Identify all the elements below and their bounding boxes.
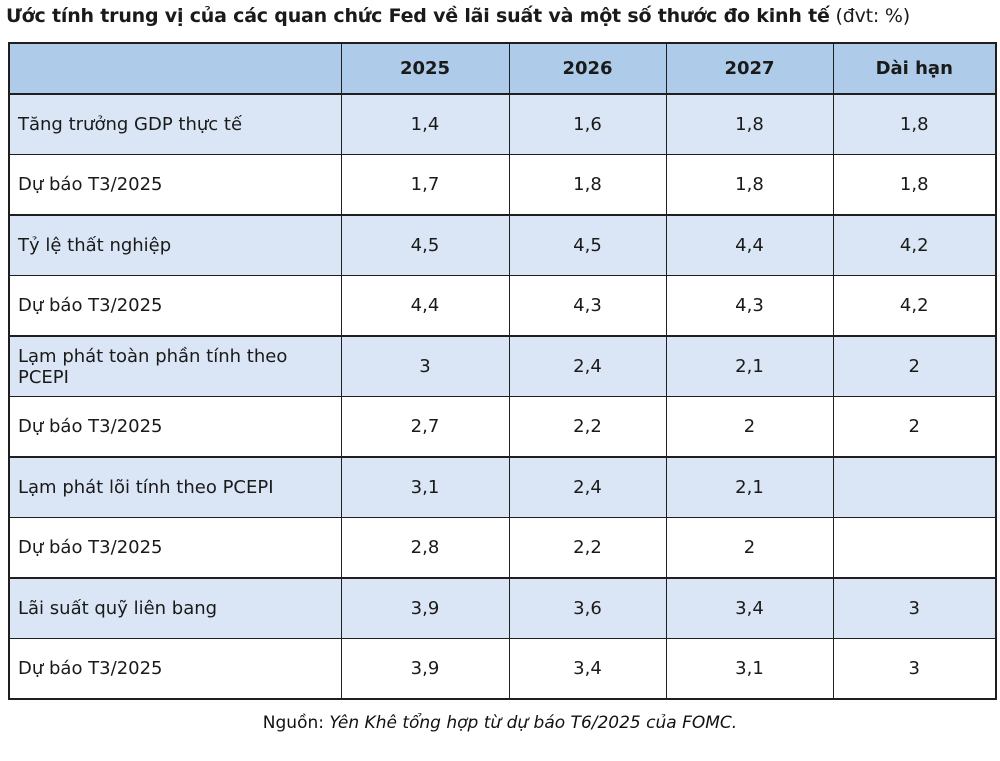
source-text: Yên Khê tổng hợp từ dự báo T6/2025 của F… [329, 713, 738, 733]
column-header-2025: 2025 [340, 42, 510, 95]
value-cell: 4,2 [832, 275, 997, 337]
page-title: Ước tính trung vị của các quan chức Fed … [6, 5, 1000, 27]
table-row-gdp: Tăng trưởng GDP thực tế 1,4 1,6 1,8 1,8 [8, 93, 997, 155]
value-cell: 4,5 [340, 214, 510, 276]
table-row-headline-pce: Lạm phát toàn phần tính theo PCEPI 3 2,4… [8, 335, 997, 397]
value-cell: 2,1 [665, 335, 834, 397]
value-cell: 1,7 [340, 154, 510, 216]
value-cell: 3,4 [665, 577, 834, 639]
value-cell: 3,1 [665, 638, 834, 700]
column-header-2026: 2026 [508, 42, 667, 95]
header-row: 2025 2026 2027 Dài hạn [8, 42, 997, 95]
value-cell: 2 [665, 517, 834, 579]
value-cell: 4,2 [832, 214, 997, 276]
value-cell: 2,4 [508, 335, 667, 397]
value-cell: 1,8 [665, 154, 834, 216]
row-label-cell: Dự báo T3/2025 [8, 396, 342, 458]
value-cell: 3,9 [340, 638, 510, 700]
value-cell: 3,9 [340, 577, 510, 639]
row-label-cell: Lãi suất quỹ liên bang [8, 577, 342, 639]
value-cell: 4,3 [508, 275, 667, 337]
value-cell: 4,3 [665, 275, 834, 337]
value-cell: 1,4 [340, 93, 510, 155]
table-row-fed-funds-prior: Dự báo T3/2025 3,9 3,4 3,1 3 [8, 638, 997, 700]
column-header-long-run: Dài hạn [832, 42, 997, 95]
fed-projections-table: 2025 2026 2027 Dài hạn Tăng trưởng GDP t… [8, 42, 997, 700]
value-cell: 4,5 [508, 214, 667, 276]
value-cell: 2 [665, 396, 834, 458]
value-cell: 3,1 [340, 456, 510, 518]
value-cell: 2,7 [340, 396, 510, 458]
value-cell: 4,4 [665, 214, 834, 276]
value-cell: 3 [832, 577, 997, 639]
source-prefix: Nguồn: [262, 713, 330, 733]
row-label-cell: Dự báo T3/2025 [8, 638, 342, 700]
value-cell: 1,8 [832, 154, 997, 216]
value-cell: 1,8 [665, 93, 834, 155]
value-cell: 2,8 [340, 517, 510, 579]
value-cell: 3,4 [508, 638, 667, 700]
value-cell: 2 [832, 335, 997, 397]
column-header-blank [8, 42, 342, 95]
row-label-cell: Lạm phát toàn phần tính theo PCEPI [8, 335, 342, 397]
column-header-2027: 2027 [665, 42, 834, 95]
row-label-cell: Tỷ lệ thất nghiệp [8, 214, 342, 276]
value-cell: 2 [832, 396, 997, 458]
row-label-cell: Lạm phát lõi tính theo PCEPI [8, 456, 342, 518]
value-cell: 2,2 [508, 396, 667, 458]
row-label-cell: Tăng trưởng GDP thực tế [8, 93, 342, 155]
table-row-headline-pce-prior: Dự báo T3/2025 2,7 2,2 2 2 [8, 396, 997, 458]
row-label-cell: Dự báo T3/2025 [8, 275, 342, 337]
row-label-cell: Dự báo T3/2025 [8, 154, 342, 216]
table-row-gdp-prior: Dự báo T3/2025 1,7 1,8 1,8 1,8 [8, 154, 997, 216]
value-cell: 1,8 [508, 154, 667, 216]
value-cell: 1,6 [508, 93, 667, 155]
value-cell: 1,8 [832, 93, 997, 155]
table-row-core-pce-prior: Dự báo T3/2025 2,8 2,2 2 [8, 517, 997, 579]
page-title-unit: (đvt: %) [829, 5, 910, 27]
table-row-fed-funds: Lãi suất quỹ liên bang 3,9 3,6 3,4 3 [8, 577, 997, 639]
value-cell: 4,4 [340, 275, 510, 337]
value-cell: 2,1 [665, 456, 834, 518]
table-row-unemployment: Tỷ lệ thất nghiệp 4,5 4,5 4,4 4,2 [8, 214, 997, 276]
value-cell: 2,4 [508, 456, 667, 518]
value-cell [832, 517, 997, 579]
value-cell: 2,2 [508, 517, 667, 579]
row-label-cell: Dự báo T3/2025 [8, 517, 342, 579]
source-note: Nguồn: Yên Khê tổng hợp từ dự báo T6/202… [0, 713, 1000, 733]
value-cell: 3,6 [508, 577, 667, 639]
value-cell: 3 [340, 335, 510, 397]
table-row-unemployment-prior: Dự báo T3/2025 4,4 4,3 4,3 4,2 [8, 275, 997, 337]
page-title-main: Ước tính trung vị của các quan chức Fed … [6, 5, 830, 27]
table-row-core-pce: Lạm phát lõi tính theo PCEPI 3,1 2,4 2,1 [8, 456, 997, 518]
value-cell [832, 456, 997, 518]
value-cell: 3 [832, 638, 997, 700]
